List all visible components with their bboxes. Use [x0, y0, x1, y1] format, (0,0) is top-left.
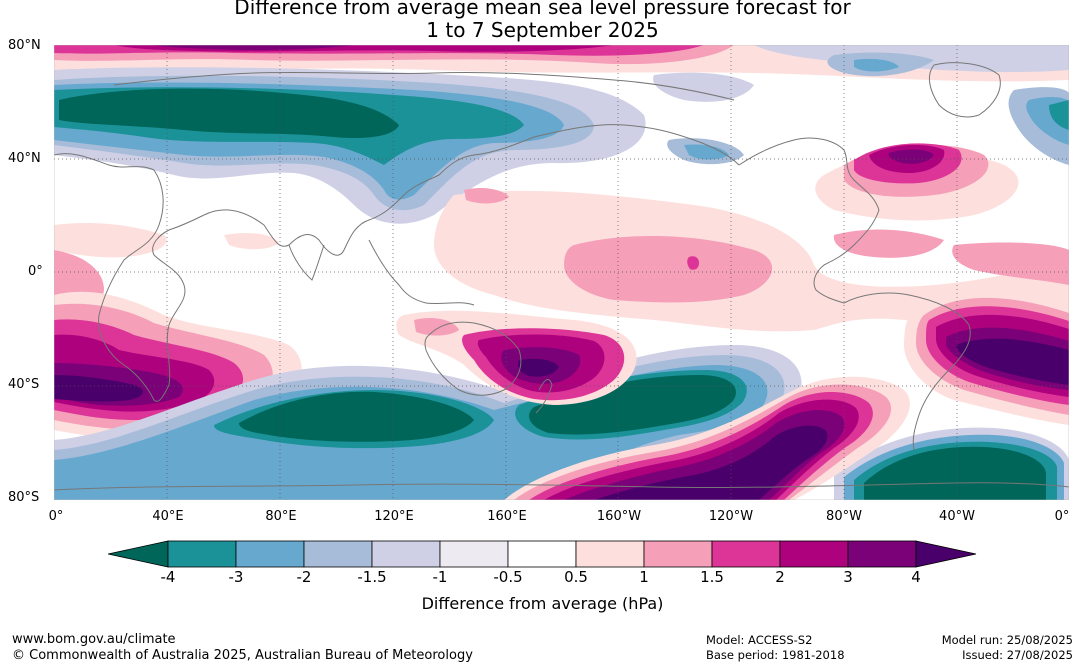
- footer-run-info: Model run: 25/08/2025 Issued: 27/08/2025: [942, 633, 1073, 663]
- coast-south-america: [843, 292, 971, 451]
- lon-label-160w: 160°W: [596, 509, 642, 524]
- footer-issued: Issued: 27/08/2025: [962, 648, 1073, 662]
- lon-label-160e: 160°E: [487, 509, 527, 524]
- colorbar-swatch: [575, 540, 645, 568]
- lon-label-0: 0°: [48, 509, 64, 524]
- anomaly-eurasia-low: [54, 67, 1069, 224]
- map-canvas: [54, 45, 1069, 500]
- colorbar-swatch: [711, 540, 781, 568]
- colorbar: [108, 540, 977, 568]
- colorbar-swatch: [779, 540, 849, 568]
- footer-base-period: Base period: 1981-2018: [706, 648, 845, 662]
- lon-label-120w: 120°W: [708, 509, 754, 524]
- colorbar-tick-label: 1.5: [700, 568, 724, 586]
- colorbar-swatch: [507, 540, 577, 568]
- lat-label-equator: 0°: [28, 264, 43, 279]
- footer-model: Model: ACCESS-S2: [706, 633, 813, 647]
- colorbar-label: Difference from average (hPa): [421, 594, 664, 613]
- coast-siberia: [113, 71, 735, 101]
- anomaly-tropics: [54, 187, 1069, 345]
- title-line-1: Difference from average mean sea level p…: [234, 0, 851, 19]
- footer-copyright: © Commonwealth of Australia 2025, Austra…: [12, 648, 473, 663]
- colorbar-tick-label: 3: [843, 568, 853, 586]
- map-title: Difference from average mean sea level p…: [0, 0, 1085, 42]
- colorbar-tick-label: -3: [228, 568, 244, 586]
- colorbar-swatch: [847, 540, 917, 568]
- colorbar-swatch: [167, 540, 237, 568]
- lon-label-80e: 80°E: [265, 509, 297, 524]
- colorbar-tick-label: 0.5: [564, 568, 588, 586]
- colorbar-extend-low: [108, 540, 169, 568]
- coast-australia: [424, 321, 522, 396]
- coast-se-asia: [368, 239, 475, 306]
- lat-label-80n: 80°N: [8, 38, 41, 53]
- anomaly-tasman-high: [396, 310, 637, 405]
- colorbar-swatch: [439, 540, 509, 568]
- colorbar-tick-label: 1: [639, 568, 649, 586]
- lon-label-360: 0°: [1054, 509, 1070, 524]
- colorbar-extend-high: [915, 540, 977, 568]
- colorbar-swatch: [235, 540, 305, 568]
- colorbar-tick-label: 4: [911, 568, 921, 586]
- colorbar-tick-label: -1: [432, 568, 448, 586]
- coast-antarctica: [54, 482, 1069, 491]
- colorbar-tick-label: 2: [775, 568, 785, 586]
- pressure-anomaly-map: [54, 45, 1069, 500]
- coastlines: [54, 62, 1069, 491]
- colorbar-swatch: [643, 540, 713, 568]
- colorbar-tick-label: -1.5: [357, 568, 387, 586]
- coast-greenland: [928, 62, 1001, 118]
- footer-left: www.bom.gov.au/climate © Commonwealth of…: [12, 632, 473, 664]
- lat-label-40n: 40°N: [8, 151, 41, 166]
- coast-india: [288, 244, 325, 281]
- footer-model-info: Model: ACCESS-S2 Base period: 1981-2018: [706, 633, 845, 663]
- lon-label-40w: 40°W: [939, 509, 975, 524]
- lon-label-40e: 40°E: [152, 509, 184, 524]
- lon-label-120e: 120°E: [374, 509, 414, 524]
- lon-label-80w: 80°W: [826, 509, 862, 524]
- footer-url: www.bom.gov.au/climate: [12, 632, 176, 647]
- anomaly-south-pacific-high: [504, 288, 1069, 500]
- colorbar-swatch: [371, 540, 441, 568]
- colorbar-tick-label: -2: [296, 568, 312, 586]
- footer-model-run: Model run: 25/08/2025: [941, 633, 1073, 647]
- colorbar-swatch: [303, 540, 373, 568]
- title-line-2: 1 to 7 September 2025: [426, 18, 659, 42]
- coast-europe-africa: [54, 153, 205, 402]
- lat-label-80s: 80°S: [8, 490, 40, 505]
- coast-north-america: [738, 137, 880, 304]
- anomaly-north-atlantic-high: [815, 143, 1019, 221]
- coast-new-zealand: [535, 379, 553, 414]
- lat-label-40s: 40°S: [8, 377, 40, 392]
- colorbar-tick-label: -4: [160, 568, 176, 586]
- anomaly-arctic: [54, 45, 1069, 82]
- colorbar-tick-label: -0.5: [493, 568, 523, 586]
